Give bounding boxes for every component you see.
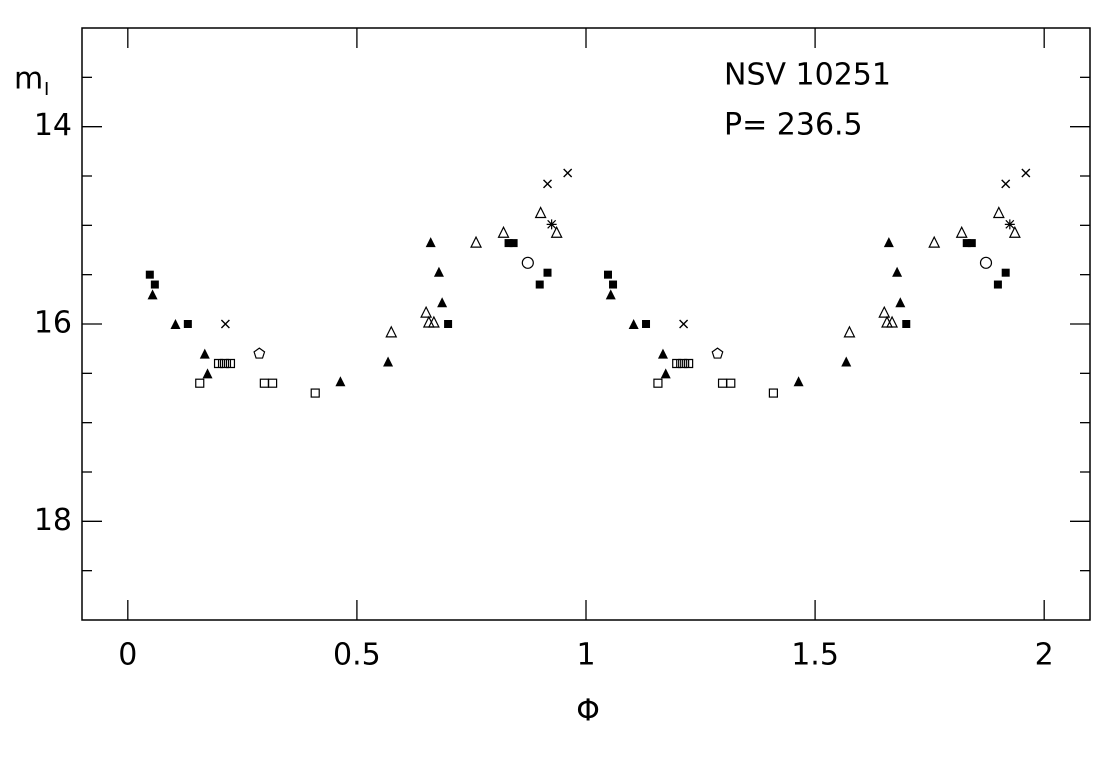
point bbox=[422, 315, 435, 328]
point bbox=[1021, 168, 1031, 178]
point bbox=[268, 378, 278, 388]
annotation: P= 236.5 bbox=[724, 108, 863, 143]
point bbox=[183, 320, 192, 328]
point bbox=[886, 315, 899, 328]
point bbox=[657, 348, 668, 359]
point bbox=[628, 319, 639, 329]
y-tick-label: 16 bbox=[34, 306, 72, 341]
y-tick-label: 18 bbox=[34, 503, 72, 538]
point bbox=[195, 378, 205, 388]
point bbox=[672, 358, 682, 369]
point bbox=[219, 358, 230, 369]
point bbox=[660, 368, 671, 379]
point bbox=[717, 378, 728, 388]
point bbox=[962, 239, 971, 248]
point bbox=[992, 206, 1005, 219]
point bbox=[684, 358, 694, 369]
point bbox=[535, 280, 544, 289]
point bbox=[1001, 179, 1011, 189]
point bbox=[521, 256, 534, 269]
point bbox=[497, 225, 510, 238]
y-axis-label: m bbox=[14, 62, 43, 97]
annotation: NSV 10251 bbox=[724, 58, 891, 93]
point bbox=[504, 239, 513, 248]
point bbox=[841, 356, 852, 367]
point bbox=[550, 225, 563, 238]
point bbox=[642, 320, 651, 328]
point bbox=[509, 239, 518, 248]
point bbox=[878, 305, 891, 318]
plot-frame bbox=[81, 27, 1091, 621]
point bbox=[543, 268, 552, 277]
point bbox=[979, 256, 993, 269]
x-tick-label: 2 bbox=[1035, 638, 1054, 673]
point bbox=[444, 320, 453, 328]
point bbox=[253, 347, 266, 359]
point bbox=[385, 325, 398, 338]
point bbox=[470, 235, 483, 248]
point bbox=[563, 168, 573, 178]
point bbox=[955, 225, 968, 238]
point bbox=[726, 378, 736, 388]
point bbox=[420, 305, 433, 318]
point bbox=[147, 289, 158, 300]
point bbox=[895, 297, 906, 308]
point bbox=[202, 368, 213, 379]
point bbox=[335, 376, 346, 387]
point bbox=[213, 358, 224, 369]
point bbox=[603, 270, 612, 279]
point bbox=[1004, 219, 1015, 230]
point bbox=[679, 319, 689, 329]
x-tick-label: 0.5 bbox=[333, 638, 381, 673]
point bbox=[170, 319, 181, 329]
point bbox=[928, 235, 941, 248]
point bbox=[427, 315, 440, 328]
point bbox=[310, 388, 320, 398]
point bbox=[883, 237, 894, 248]
point bbox=[199, 348, 210, 359]
point bbox=[150, 280, 159, 289]
point bbox=[881, 315, 893, 328]
point bbox=[1001, 268, 1010, 277]
point bbox=[425, 237, 436, 248]
point bbox=[902, 320, 911, 328]
point bbox=[546, 219, 557, 230]
point bbox=[711, 347, 724, 359]
point bbox=[605, 289, 616, 300]
point bbox=[653, 378, 663, 388]
point bbox=[145, 270, 154, 279]
point bbox=[259, 378, 269, 388]
x-tick-label: 1.5 bbox=[791, 638, 839, 673]
point bbox=[843, 325, 856, 338]
y-tick-label: 14 bbox=[34, 108, 72, 143]
point bbox=[609, 280, 618, 289]
point bbox=[793, 376, 804, 387]
point bbox=[1008, 225, 1021, 238]
point bbox=[220, 319, 230, 329]
x-axis-label: Φ bbox=[576, 694, 600, 729]
point bbox=[433, 266, 444, 277]
x-tick-label: 1 bbox=[576, 638, 595, 673]
point bbox=[543, 179, 553, 189]
point bbox=[993, 280, 1002, 289]
point bbox=[678, 358, 688, 369]
point bbox=[383, 356, 394, 367]
point bbox=[892, 266, 903, 277]
point bbox=[768, 388, 778, 398]
point bbox=[967, 239, 976, 248]
point bbox=[225, 358, 236, 369]
point bbox=[534, 206, 547, 219]
point bbox=[437, 297, 448, 308]
x-tick-label: 0 bbox=[118, 638, 137, 673]
y-axis-label-subscript: I bbox=[44, 79, 49, 100]
